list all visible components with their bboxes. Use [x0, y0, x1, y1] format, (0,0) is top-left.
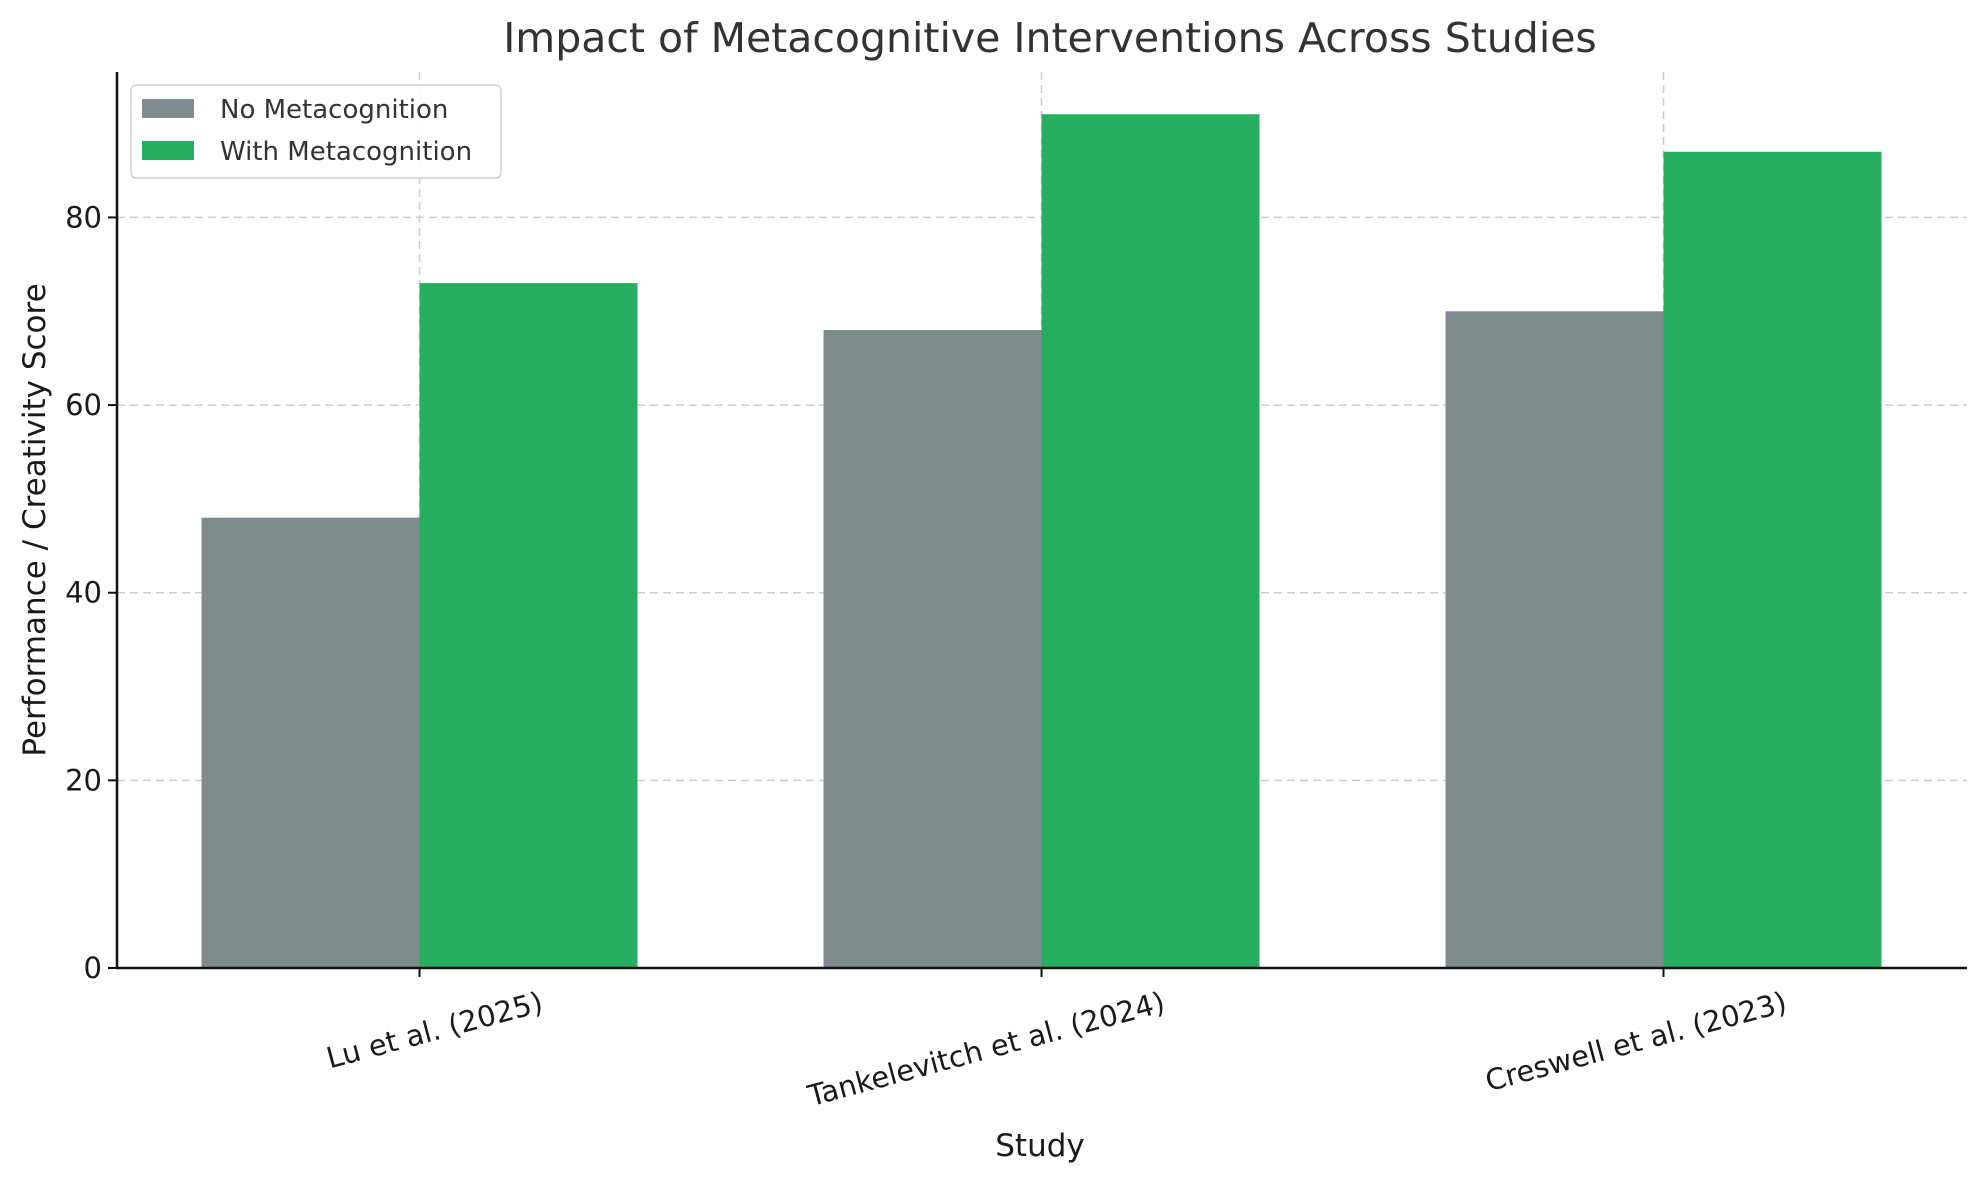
x-tick-label: Lu et al. (2025) [323, 985, 547, 1075]
x-axis-ticks: Lu et al. (2025) Tankelevitch et al. (202… [323, 968, 1791, 1113]
legend: No Metacognition With Metacognition [130, 84, 502, 179]
bar-no-metacognition [1445, 311, 1664, 968]
x-tick-label: Creswell et al. (2023) [1482, 985, 1791, 1098]
y-tick-label: 80 [65, 200, 102, 234]
chart-title: Impact of Metacognitive Interventions Ac… [503, 14, 1597, 62]
y-axis-ticks: 0 20 40 60 80 [65, 200, 117, 985]
bar-with-metacognition [419, 283, 638, 968]
bar-with-metacognition [1663, 151, 1882, 969]
y-axis-label: Performance / Creativity Score [17, 283, 53, 756]
y-tick-label: 40 [65, 576, 102, 610]
bar-no-metacognition [201, 517, 420, 968]
bar-no-metacognition [823, 330, 1042, 968]
x-axis-label: Study [995, 1128, 1085, 1164]
y-tick-label: 0 [84, 951, 102, 985]
x-tick-label: Tankelevitch et al. (2024) [803, 985, 1168, 1113]
y-tick-label: 20 [65, 763, 102, 797]
y-tick-label: 60 [65, 388, 102, 422]
legend-label-no-metacognition: No Metacognition [220, 95, 448, 125]
legend-swatch-with-metacognition [142, 141, 194, 160]
legend-swatch-no-metacognition [142, 99, 194, 118]
bars [201, 114, 1882, 969]
legend-box [130, 84, 502, 179]
legend-label-with-metacognition: With Metacognition [220, 137, 472, 167]
bar-with-metacognition [1041, 114, 1260, 968]
